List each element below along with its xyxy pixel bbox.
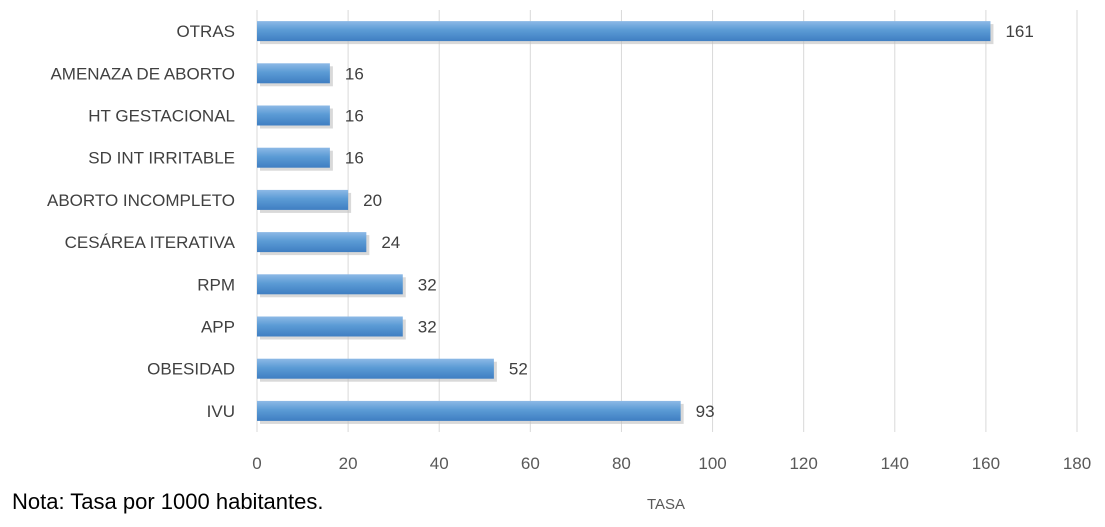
bar bbox=[257, 105, 330, 126]
x-tick-label: 80 bbox=[612, 454, 631, 473]
x-axis-title: TASA bbox=[647, 496, 685, 513]
data-labels: 161 16 16 16 20 24 32 32 52 93 bbox=[345, 22, 1034, 421]
x-tick-label: 160 bbox=[972, 454, 1000, 473]
bars bbox=[257, 21, 994, 424]
bar bbox=[257, 21, 991, 42]
x-tick-labels: 0 20 40 60 80 100 120 140 160 180 bbox=[252, 454, 1091, 473]
gridlines bbox=[256, 10, 1078, 432]
x-tick-label: 100 bbox=[698, 454, 726, 473]
bar bbox=[257, 189, 349, 210]
category-labels: OTRAS AMENAZA DE ABORTO HT GESTACIONAL SD I… bbox=[47, 22, 236, 421]
data-label: 32 bbox=[418, 318, 437, 337]
data-label: 93 bbox=[696, 402, 715, 421]
data-label: 52 bbox=[509, 360, 528, 379]
bar bbox=[257, 147, 330, 168]
bar bbox=[257, 400, 681, 421]
bar bbox=[257, 358, 494, 379]
category-label: HT GESTACIONAL bbox=[88, 107, 235, 126]
bar bbox=[257, 274, 403, 295]
data-label: 24 bbox=[381, 233, 400, 252]
x-tick-label: 140 bbox=[881, 454, 909, 473]
data-label: 16 bbox=[345, 149, 364, 168]
footnote: Nota: Tasa por 1000 habitantes. bbox=[12, 489, 324, 514]
category-label: ABORTO INCOMPLETO bbox=[47, 191, 235, 210]
data-label: 161 bbox=[1005, 22, 1033, 41]
data-label: 16 bbox=[345, 64, 364, 83]
x-tick-label: 0 bbox=[252, 454, 261, 473]
x-tick-label: 20 bbox=[339, 454, 358, 473]
bar bbox=[257, 63, 330, 84]
x-tick-label: 40 bbox=[430, 454, 449, 473]
category-label: OTRAS bbox=[176, 22, 235, 41]
x-tick-label: 120 bbox=[789, 454, 817, 473]
category-label: RPM bbox=[197, 275, 235, 294]
data-label: 32 bbox=[418, 275, 437, 294]
bar bbox=[257, 232, 367, 253]
data-label: 16 bbox=[345, 107, 364, 126]
category-label: APP bbox=[201, 318, 235, 337]
data-label: 20 bbox=[363, 191, 382, 210]
category-label: IVU bbox=[207, 402, 235, 421]
category-label: OBESIDAD bbox=[147, 360, 235, 379]
category-label: AMENAZA DE ABORTO bbox=[50, 64, 235, 83]
category-label: SD INT IRRITABLE bbox=[88, 149, 235, 168]
x-tick-label: 60 bbox=[521, 454, 540, 473]
x-tick-label: 180 bbox=[1063, 454, 1091, 473]
bar bbox=[257, 316, 403, 337]
category-label: CESÁREA ITERATIVA bbox=[65, 233, 236, 252]
